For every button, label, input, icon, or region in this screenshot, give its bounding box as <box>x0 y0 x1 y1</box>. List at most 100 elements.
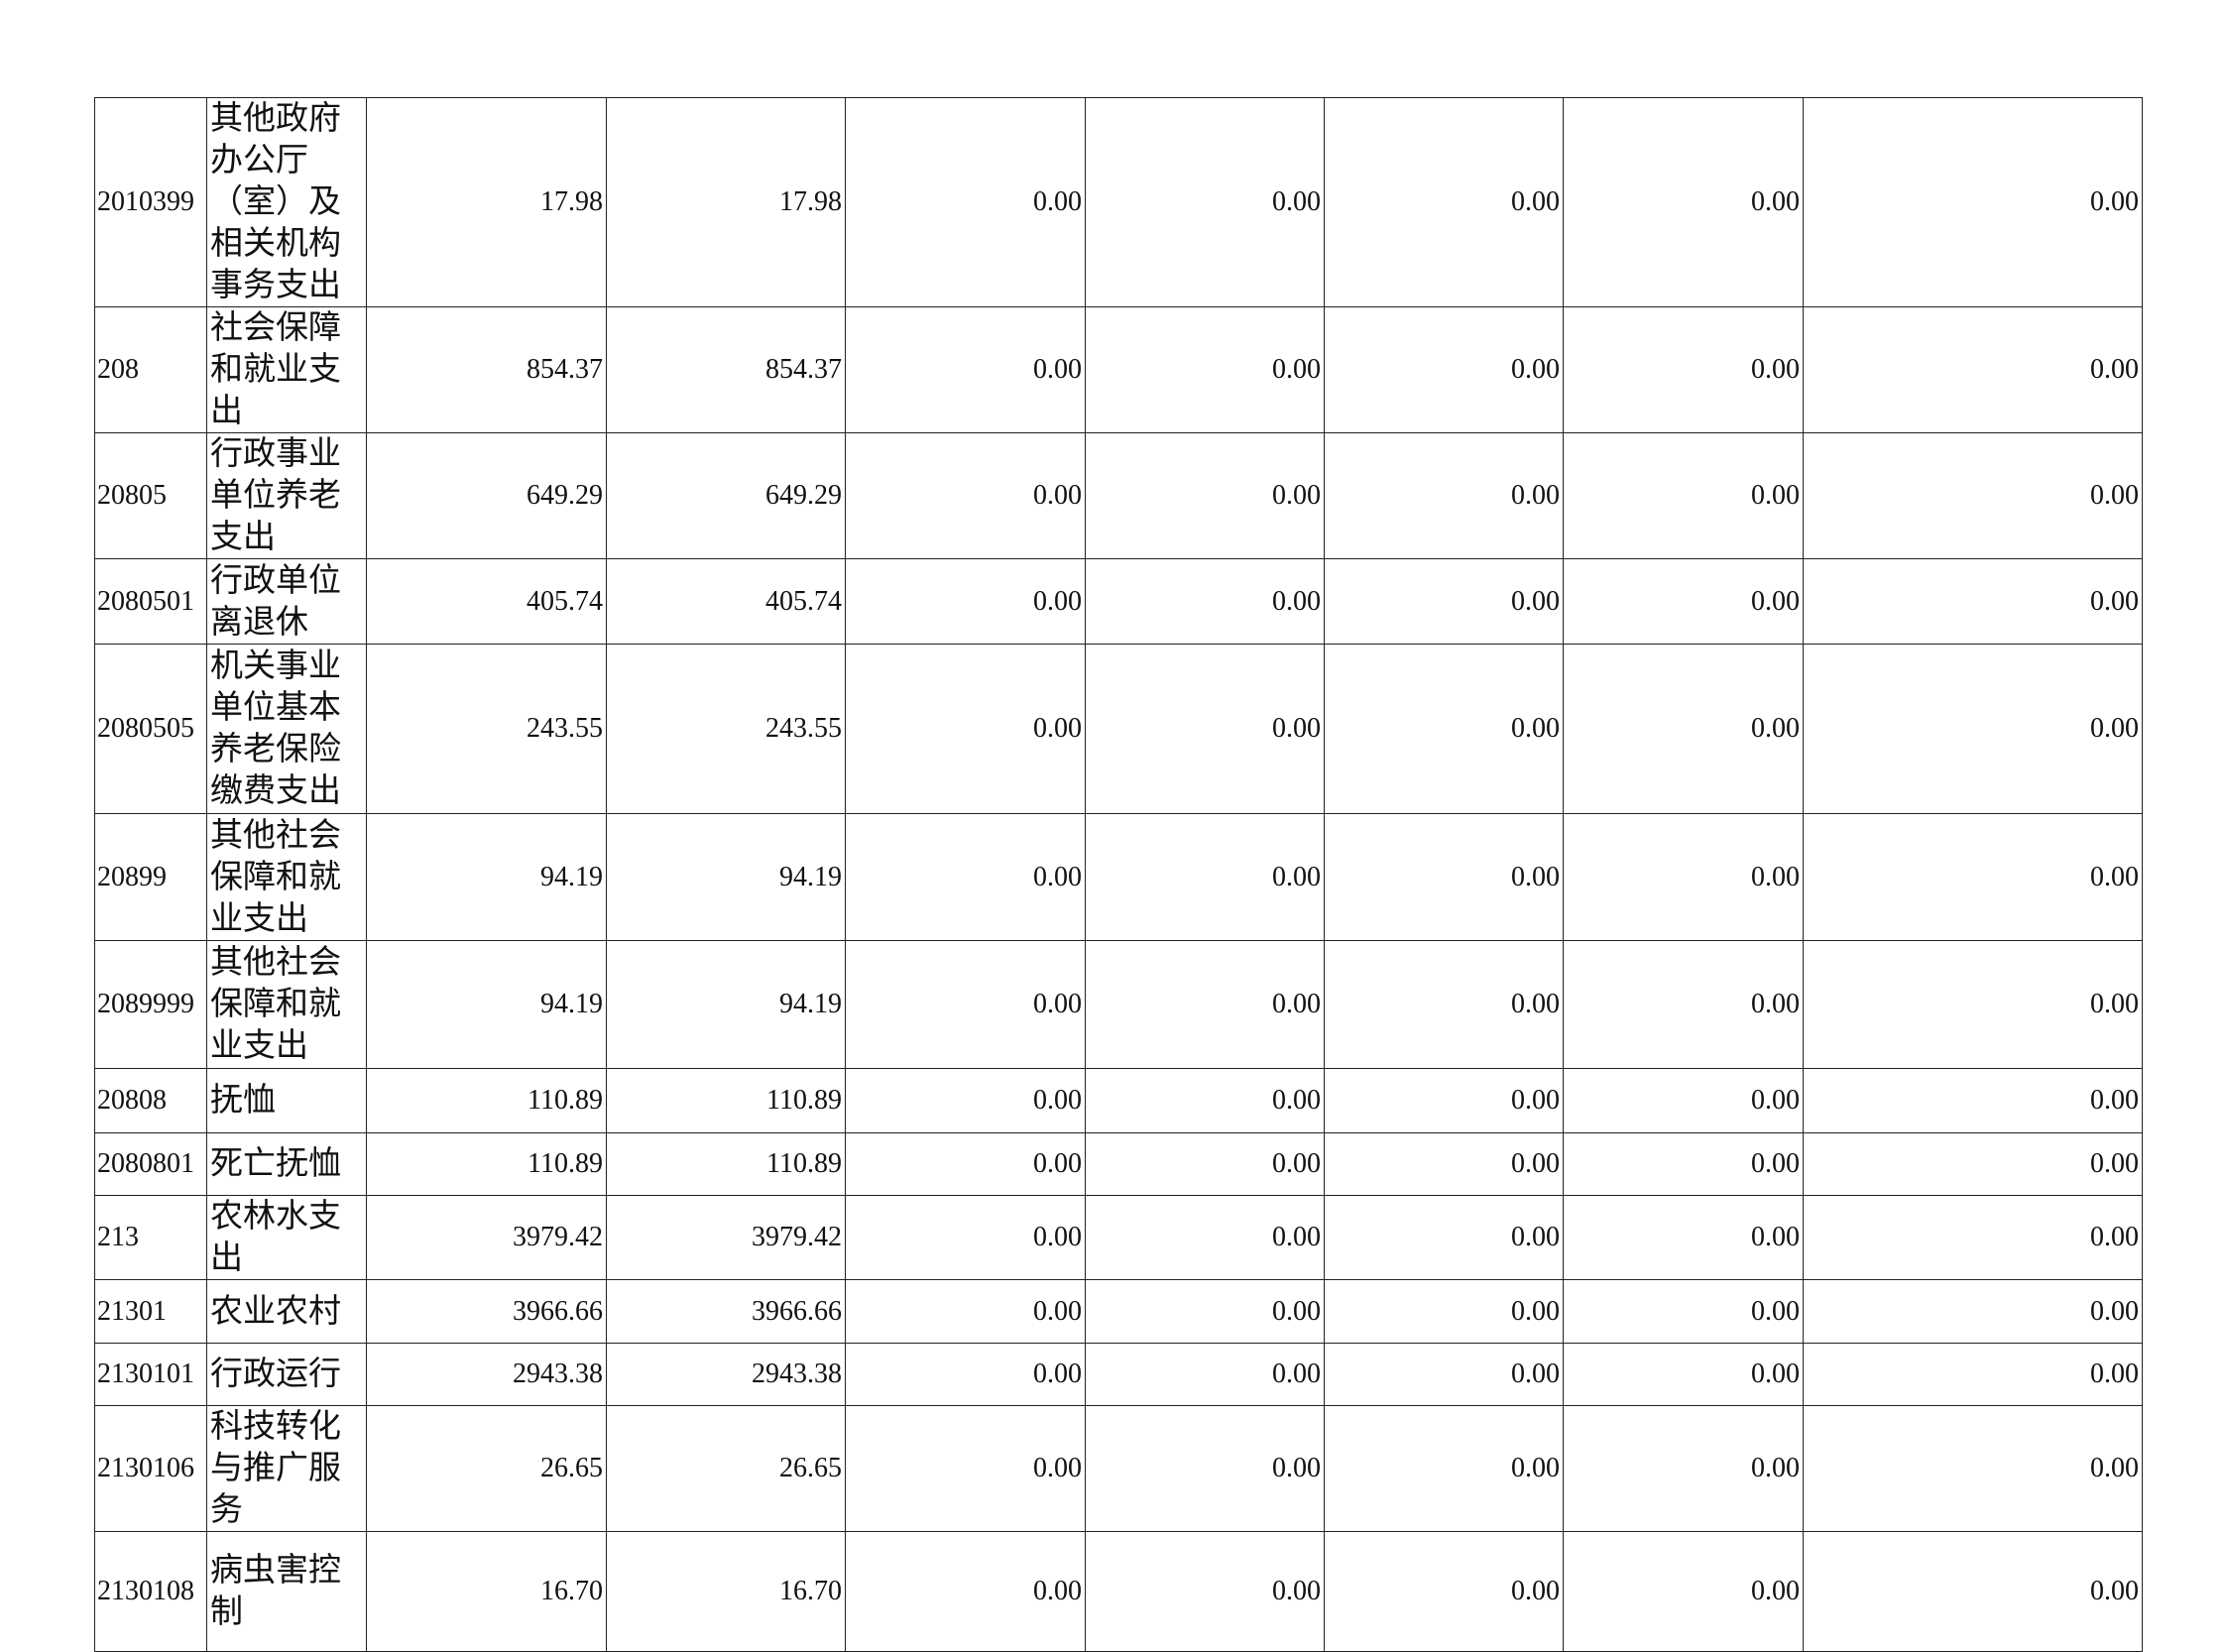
cell-amount: 0.00 <box>1803 432 2143 559</box>
cell-name: 农林水支出 <box>206 1195 367 1280</box>
cell-code: 2080505 <box>94 644 207 814</box>
cell-amount: 0.00 <box>1803 97 2143 307</box>
cell-amount: 0.00 <box>1803 1132 2143 1196</box>
cell-amount: 0.00 <box>1085 1405 1325 1532</box>
cell-name: 其他社会保障和就业支出 <box>206 813 367 941</box>
cell-amount: 2943.38 <box>366 1343 607 1406</box>
cell-amount: 0.00 <box>1324 1068 1564 1133</box>
cell-code: 2130101 <box>94 1343 207 1406</box>
cell-amount: 0.00 <box>1563 558 1804 645</box>
cell-code: 208 <box>94 306 207 433</box>
cell-amount: 2943.38 <box>606 1343 846 1406</box>
table-row: 20808 抚恤 110.89 110.89 0.00 0.00 0.00 0.00 0.00 <box>94 1068 2143 1133</box>
cell-amount: 0.00 <box>1085 306 1325 433</box>
cell-amount: 0.00 <box>1563 1132 1804 1196</box>
cell-amount: 16.70 <box>366 1531 607 1652</box>
cell-code: 20805 <box>94 432 207 559</box>
cell-code: 2080801 <box>94 1132 207 1196</box>
cell-amount: 0.00 <box>1563 1343 1804 1406</box>
table-row: 2130101 行政运行 2943.38 2943.38 0.00 0.00 0.00 0.0… <box>94 1343 2143 1406</box>
cell-amount: 0.00 <box>1563 940 1804 1069</box>
cell-amount: 0.00 <box>1324 644 1564 814</box>
cell-amount: 94.19 <box>366 813 607 941</box>
cell-amount: 854.37 <box>606 306 846 433</box>
cell-amount: 0.00 <box>1324 432 1564 559</box>
cell-code: 2010399 <box>94 97 207 307</box>
cell-amount: 0.00 <box>1324 1195 1564 1280</box>
cell-amount: 26.65 <box>606 1405 846 1532</box>
cell-amount: 94.19 <box>366 940 607 1069</box>
cell-amount: 0.00 <box>1085 1195 1325 1280</box>
cell-amount: 0.00 <box>845 1279 1086 1344</box>
cell-name: 科技转化与推广服务 <box>206 1405 367 1532</box>
cell-amount: 0.00 <box>1324 1279 1564 1344</box>
cell-amount: 110.89 <box>366 1132 607 1196</box>
cell-amount: 0.00 <box>845 1531 1086 1652</box>
cell-amount: 0.00 <box>1085 940 1325 1069</box>
table-row: 20805 行政事业单位养老支出 649.29 649.29 0.00 0.00 0.00 0… <box>94 432 2143 559</box>
cell-name: 病虫害控制 <box>206 1531 367 1652</box>
cell-amount: 0.00 <box>1085 432 1325 559</box>
cell-name: 死亡抚恤 <box>206 1132 367 1196</box>
cell-amount: 0.00 <box>1563 1405 1804 1532</box>
cell-amount: 0.00 <box>1563 306 1804 433</box>
cell-amount: 0.00 <box>1085 1132 1325 1196</box>
cell-amount: 0.00 <box>1324 306 1564 433</box>
cell-code: 213 <box>94 1195 207 1280</box>
cell-amount: 0.00 <box>1803 1531 2143 1652</box>
cell-amount: 0.00 <box>1563 813 1804 941</box>
cell-amount: 94.19 <box>606 813 846 941</box>
cell-amount: 649.29 <box>606 432 846 559</box>
cell-code: 20808 <box>94 1068 207 1133</box>
cell-amount: 0.00 <box>1085 558 1325 645</box>
cell-amount: 0.00 <box>1803 1343 2143 1406</box>
cell-amount: 0.00 <box>1803 644 2143 814</box>
cell-amount: 0.00 <box>845 644 1086 814</box>
cell-amount: 0.00 <box>1085 1279 1325 1344</box>
cell-amount: 0.00 <box>1085 1343 1325 1406</box>
cell-amount: 3966.66 <box>606 1279 846 1344</box>
cell-code: 2080501 <box>94 558 207 645</box>
table-row: 2080501 行政单位离退休 405.74 405.74 0.00 0.00 0.00 0.… <box>94 558 2143 645</box>
cell-amount: 0.00 <box>1085 1068 1325 1133</box>
cell-code: 20899 <box>94 813 207 941</box>
cell-amount: 3979.42 <box>366 1195 607 1280</box>
cell-amount: 0.00 <box>1324 1343 1564 1406</box>
table-row: 21301 农业农村 3966.66 3966.66 0.00 0.00 0.00 0.00 0… <box>94 1279 2143 1344</box>
cell-amount: 0.00 <box>1324 813 1564 941</box>
cell-amount: 0.00 <box>1803 1195 2143 1280</box>
cell-amount: 3966.66 <box>366 1279 607 1344</box>
cell-amount: 0.00 <box>845 558 1086 645</box>
cell-amount: 0.00 <box>1324 1531 1564 1652</box>
cell-amount: 0.00 <box>1563 432 1804 559</box>
cell-amount: 0.00 <box>1085 97 1325 307</box>
cell-amount: 0.00 <box>1803 558 2143 645</box>
cell-amount: 0.00 <box>845 306 1086 433</box>
cell-amount: 0.00 <box>1803 306 2143 433</box>
cell-amount: 0.00 <box>1085 813 1325 941</box>
cell-amount: 0.00 <box>1563 1068 1804 1133</box>
cell-amount: 0.00 <box>845 1195 1086 1280</box>
cell-amount: 17.98 <box>366 97 607 307</box>
cell-code: 21301 <box>94 1279 207 1344</box>
cell-amount: 0.00 <box>1563 97 1804 307</box>
cell-name: 行政单位离退休 <box>206 558 367 645</box>
table-row: 208 社会保障和就业支出 854.37 854.37 0.00 0.00 0.00 0.00… <box>94 306 2143 433</box>
cell-amount: 0.00 <box>1324 940 1564 1069</box>
cell-amount: 17.98 <box>606 97 846 307</box>
cell-amount: 94.19 <box>606 940 846 1069</box>
cell-amount: 110.89 <box>366 1068 607 1133</box>
cell-amount: 0.00 <box>845 97 1086 307</box>
cell-name: 其他社会保障和就业支出 <box>206 940 367 1069</box>
cell-amount: 405.74 <box>366 558 607 645</box>
table-row: 20899 其他社会保障和就业支出 94.19 94.19 0.00 0.00 0.00 0.… <box>94 813 2143 941</box>
cell-name: 社会保障和就业支出 <box>206 306 367 433</box>
cell-amount: 0.00 <box>1803 940 2143 1069</box>
budget-table: 2010399 其他政府办公厅（室）及相关机构事务支出 17.98 17.98 0.00… <box>94 97 2143 1652</box>
cell-code: 2089999 <box>94 940 207 1069</box>
cell-amount: 0.00 <box>845 1405 1086 1532</box>
cell-amount: 0.00 <box>845 813 1086 941</box>
cell-amount: 26.65 <box>366 1405 607 1532</box>
cell-amount: 110.89 <box>606 1068 846 1133</box>
table-row: 213 农林水支出 3979.42 3979.42 0.00 0.00 0.00 0.00 0.… <box>94 1195 2143 1280</box>
